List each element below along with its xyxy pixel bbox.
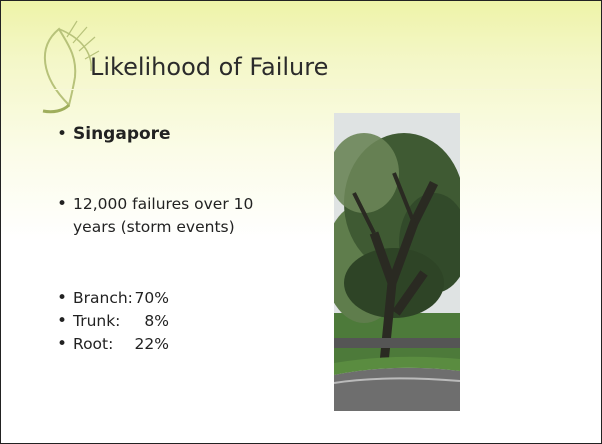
- tree-photo: [334, 113, 460, 411]
- bullet-value: 70%: [127, 287, 169, 310]
- slide: Likelihood of Failure •Singapore •12,000…: [0, 0, 602, 444]
- bullet-label: Branch:: [73, 287, 133, 310]
- bullet-text: 12,000 failures over 10 years (storm eve…: [73, 193, 273, 239]
- bullet-label: Trunk:: [73, 310, 120, 333]
- title-rule: [49, 89, 594, 90]
- bullet-label: Root:: [73, 333, 113, 356]
- bullet-value: 22%: [127, 333, 169, 356]
- bullet-value: 8%: [127, 310, 169, 333]
- slide-title: Likelihood of Failure: [90, 53, 328, 81]
- bullet-text: Singapore: [73, 123, 171, 146]
